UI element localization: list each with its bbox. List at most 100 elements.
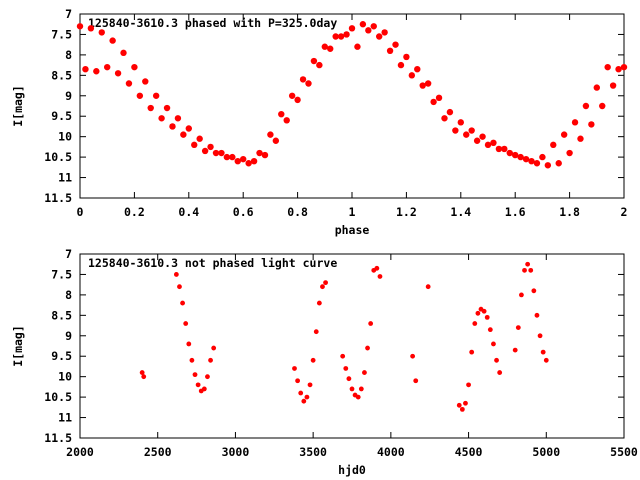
data-point <box>240 155 247 163</box>
data-point <box>87 25 95 32</box>
data-point <box>292 366 297 371</box>
data-point <box>413 378 419 384</box>
x-tick-label: 0.6 <box>233 205 254 219</box>
data-point <box>550 141 557 149</box>
data-point <box>201 386 207 392</box>
data-point <box>534 312 540 318</box>
data-point <box>441 115 448 122</box>
series-points <box>139 261 549 412</box>
x-tick-label: 1.6 <box>505 205 526 219</box>
data-point <box>362 370 367 375</box>
data-point <box>131 63 138 71</box>
data-point <box>497 370 503 375</box>
data-point <box>430 98 437 106</box>
data-point <box>481 308 487 314</box>
y-tick-label: 9 <box>65 329 72 343</box>
data-point <box>250 158 258 165</box>
data-point <box>425 284 431 290</box>
data-point <box>484 141 492 149</box>
data-point <box>343 31 350 38</box>
data-point <box>397 61 405 69</box>
y-tick-label: 10.5 <box>44 150 72 164</box>
data-point <box>355 394 361 400</box>
data-point <box>76 23 84 30</box>
data-point <box>370 23 377 30</box>
plot-frame <box>79 13 625 199</box>
data-point <box>208 357 213 363</box>
y-tick-label: 7.5 <box>51 267 72 281</box>
data-point <box>381 29 388 36</box>
data-point <box>457 119 464 126</box>
data-point <box>301 398 307 404</box>
x-tick-label: 5500 <box>610 445 638 459</box>
data-point <box>185 125 192 132</box>
data-point <box>283 117 290 124</box>
plot-frame <box>79 253 625 439</box>
data-point <box>519 292 524 298</box>
data-point <box>323 280 328 286</box>
data-point <box>93 68 100 75</box>
data-point <box>125 80 133 87</box>
data-point <box>392 41 399 48</box>
x-tick-label: 1.4 <box>450 205 471 219</box>
data-point <box>544 162 552 169</box>
data-point <box>484 314 490 320</box>
data-point <box>332 33 339 40</box>
data-point <box>158 115 165 122</box>
data-point <box>174 115 182 122</box>
x-tick-label: 4500 <box>455 445 483 459</box>
data-point <box>207 143 214 151</box>
panel-phased: 0 0.2 0.4 0.6 0.8 1 1.2 1.4 1.6 1.8 2 7 7.5 8 8.5 9 9.5 1… <box>11 7 627 237</box>
data-point <box>459 406 465 412</box>
data-point <box>191 141 198 149</box>
data-point <box>152 92 160 99</box>
data-point <box>582 102 590 110</box>
data-point <box>531 288 537 294</box>
data-point <box>358 386 364 392</box>
data-point <box>599 102 606 110</box>
y-tick-label: 8 <box>65 48 72 62</box>
y-tick-label: 10 <box>58 130 72 144</box>
data-point <box>466 382 471 388</box>
data-point <box>491 341 496 347</box>
data-point <box>501 145 508 153</box>
data-point <box>183 321 189 326</box>
x-axis-label: phase <box>335 223 370 237</box>
data-point <box>294 96 301 104</box>
y-tick-label: 11.5 <box>44 191 72 205</box>
data-point <box>120 49 127 57</box>
data-point <box>386 47 394 54</box>
data-point <box>278 110 285 118</box>
data-point <box>517 153 524 161</box>
y-tick-label: 10.5 <box>44 390 72 404</box>
y-tick-label: 8 <box>65 288 72 302</box>
data-point <box>533 160 541 167</box>
data-point <box>349 386 355 392</box>
y-tick-label: 7.5 <box>51 27 72 41</box>
data-point <box>305 80 312 87</box>
data-point <box>346 376 352 382</box>
data-point <box>343 366 349 371</box>
data-point <box>463 131 470 138</box>
data-point <box>522 267 527 273</box>
data-point <box>205 374 210 380</box>
x-tick-label: 1.8 <box>559 205 580 219</box>
chart-title: 125840-3610.3 phased with P=325.0day <box>88 16 337 30</box>
data-point <box>403 53 410 61</box>
data-point <box>522 155 530 163</box>
data-point <box>469 349 475 355</box>
data-point <box>593 84 600 91</box>
data-point <box>261 151 269 159</box>
data-point <box>604 63 611 71</box>
y-tick-label: 9.5 <box>51 349 72 363</box>
x-tick-label: 2500 <box>144 445 172 459</box>
data-point <box>377 274 383 279</box>
data-point <box>321 43 328 50</box>
data-point <box>229 153 236 161</box>
data-point <box>98 29 105 36</box>
x-tick-label: 5000 <box>532 445 560 459</box>
data-point <box>163 104 171 112</box>
data-point <box>512 347 518 353</box>
y-tick-label: 9 <box>65 89 72 103</box>
y-tick-label: 10 <box>58 370 72 384</box>
